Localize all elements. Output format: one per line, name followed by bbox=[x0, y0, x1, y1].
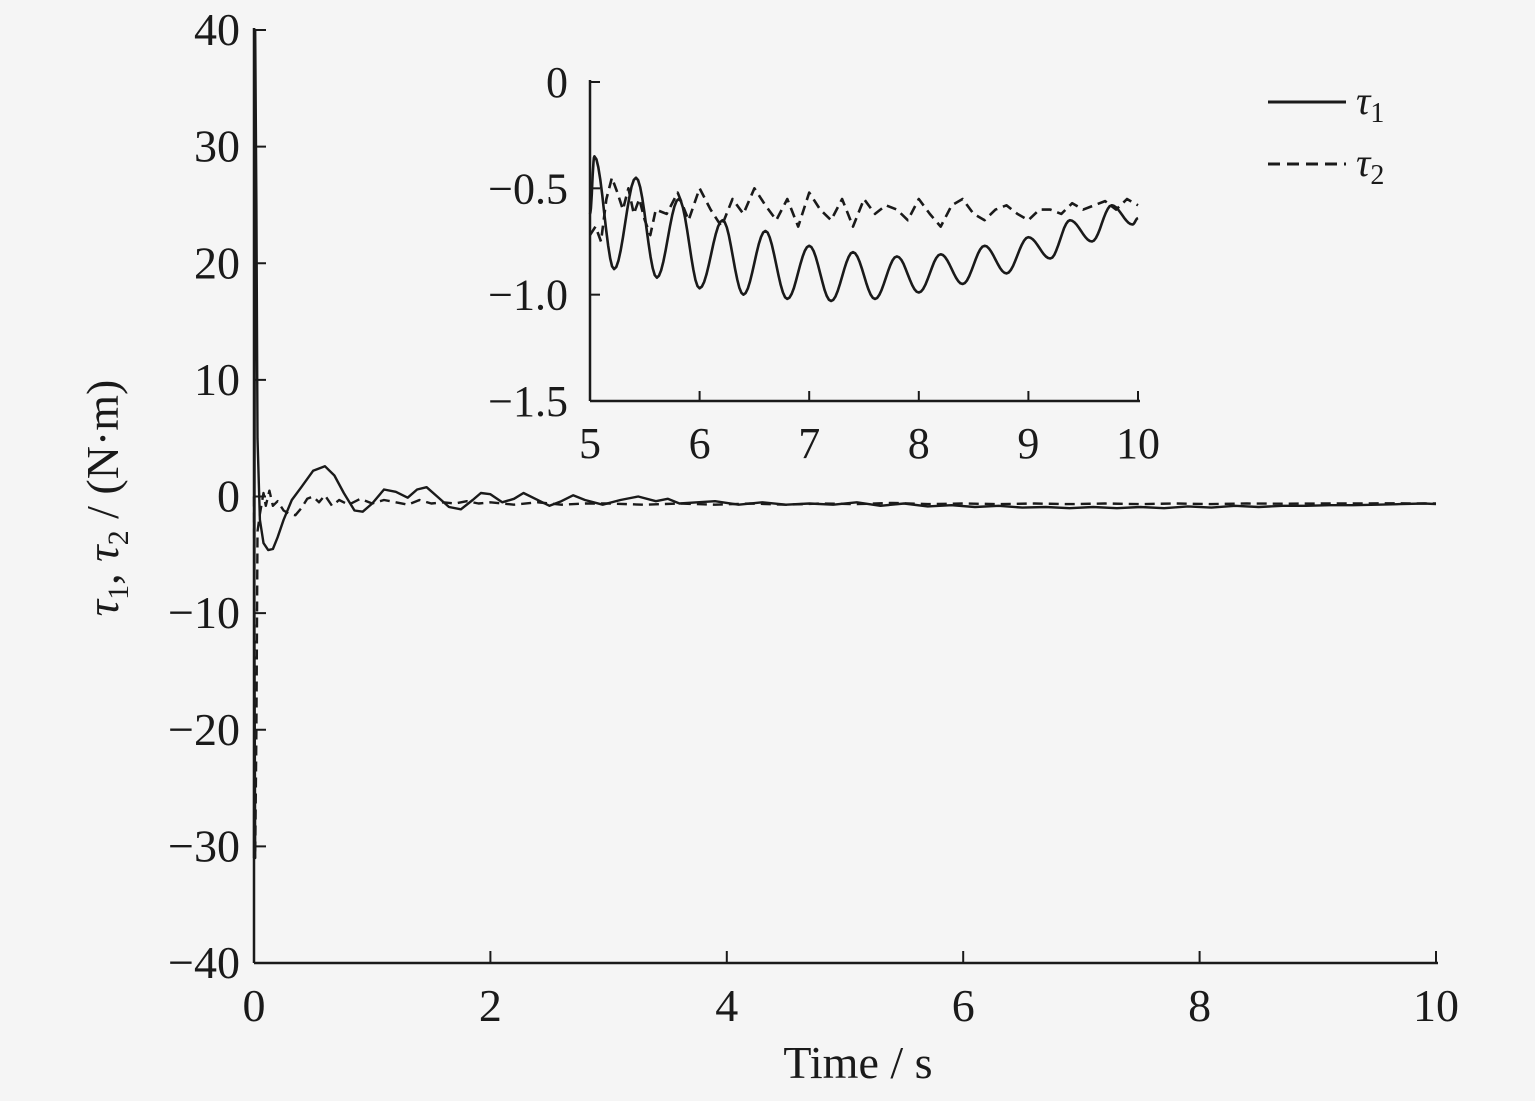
y-axis-title-sub1: 1 bbox=[102, 585, 135, 600]
legend-tau2-symbol: τ bbox=[1356, 140, 1372, 185]
main-y-tick-label: −40 bbox=[168, 937, 240, 988]
main-x-tick-label: 6 bbox=[952, 980, 975, 1031]
inset-x-tick-label: 10 bbox=[1116, 419, 1160, 468]
main-y-tick-label: −20 bbox=[168, 704, 240, 755]
y-axis-title: τ1, τ2 / (N·m) bbox=[77, 380, 135, 617]
legend-label-tau2: τ2 bbox=[1356, 140, 1384, 191]
main-y-tick-label: −30 bbox=[168, 820, 240, 871]
main-y-tick-label: 40 bbox=[194, 4, 240, 55]
inset-axes: 5 6 7 8 9 10 0 −0.5 −1.0 −1.5 bbox=[488, 58, 1160, 468]
y-axis-title-unit: / (N·m) bbox=[77, 380, 128, 531]
main-y-tick-label: 0 bbox=[217, 471, 240, 522]
legend-label-tau1: τ1 bbox=[1356, 78, 1384, 129]
legend-tau2-sub: 2 bbox=[1370, 160, 1384, 191]
y-axis-title-sep: , bbox=[77, 562, 128, 585]
inset-series-group bbox=[588, 155, 1139, 303]
main-y-tick-label: −10 bbox=[168, 587, 240, 638]
y-axis-title-sub2: 2 bbox=[102, 530, 135, 545]
inset-y-tick-label: −1.5 bbox=[488, 377, 568, 426]
x-axis-title: Time / s bbox=[783, 1037, 932, 1088]
main-x-tick-label: 2 bbox=[479, 980, 502, 1031]
inset-y-tick-label: −0.5 bbox=[488, 164, 568, 213]
main-x-tick-label: 10 bbox=[1413, 980, 1459, 1031]
main-y-tick-label: 30 bbox=[194, 121, 240, 172]
main-y-tick-label: 20 bbox=[194, 237, 240, 288]
y-axis-title-tau1: τ bbox=[77, 598, 128, 616]
inset-y-tick-label: −1.0 bbox=[488, 271, 568, 320]
main-x-tick-label: 4 bbox=[715, 980, 738, 1031]
inset-series-line-1 bbox=[588, 155, 1139, 303]
legend-tau1-sub: 1 bbox=[1370, 98, 1384, 129]
inset-x-tick-label: 7 bbox=[798, 419, 820, 468]
main-series-line-2 bbox=[252, 489, 1437, 860]
main-y-tick-label: 10 bbox=[194, 354, 240, 405]
inset-x-tick-label: 8 bbox=[908, 419, 930, 468]
inset-x-tick-label: 6 bbox=[689, 419, 711, 468]
main-series-group bbox=[252, 28, 1437, 860]
inset-y-tick-label: 0 bbox=[546, 58, 568, 107]
main-x-tick-label: 8 bbox=[1188, 980, 1211, 1031]
main-x-tick-label: 0 bbox=[243, 980, 266, 1031]
main-series-line-1 bbox=[252, 28, 1437, 859]
y-axis-title-tau2: τ bbox=[77, 544, 128, 562]
inset-x-tick-label: 9 bbox=[1017, 419, 1039, 468]
legend-tau1-symbol: τ bbox=[1356, 78, 1372, 123]
inset-x-tick-label: 5 bbox=[579, 419, 601, 468]
inset-series-line-2 bbox=[588, 176, 1139, 243]
legend: τ1 τ2 bbox=[1268, 78, 1384, 191]
